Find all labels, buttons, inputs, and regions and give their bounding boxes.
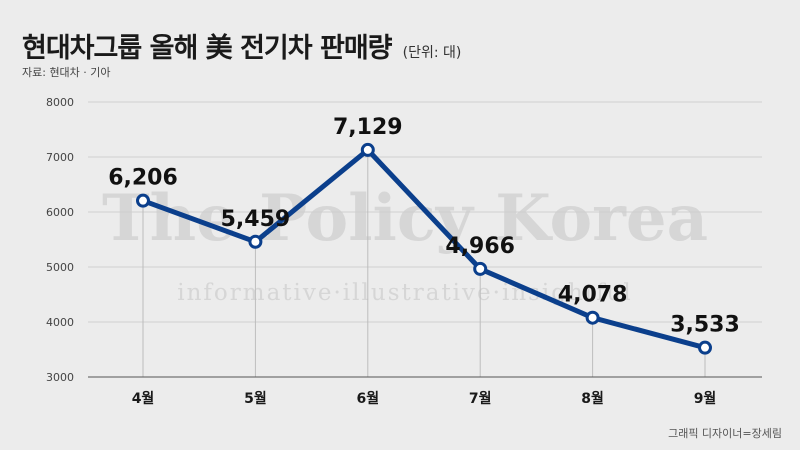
source-text: 자료: 현대차 · 기아 xyxy=(22,66,111,79)
data-point xyxy=(585,310,600,325)
unit-label: (단위: 대) xyxy=(402,45,462,61)
data-point xyxy=(360,142,375,157)
data-label: 3,533 xyxy=(670,313,740,338)
y-tick-label: 6000 xyxy=(46,206,74,219)
graphic-credit: 그래픽 디자이너=장세림 xyxy=(668,427,782,440)
data-label: 4,966 xyxy=(445,234,515,259)
data-label: 7,129 xyxy=(333,115,403,140)
data-point xyxy=(248,234,263,249)
x-tick-label: 4월 xyxy=(132,390,155,407)
data-labels: 6,206 5,459 7,129 4,966 4,078 3,533 xyxy=(108,115,740,338)
y-tick-label: 5000 xyxy=(46,261,74,274)
y-tick-label: 4000 xyxy=(46,316,74,329)
x-tick-label: 8월 xyxy=(581,390,604,407)
x-tick-label: 9월 xyxy=(694,390,717,407)
title-row: 현대차그룹 올해 美 전기차 판매량 (단위: 대) xyxy=(22,26,461,65)
watermark-main: The Policy Korea xyxy=(102,181,708,256)
series-line xyxy=(140,147,708,351)
y-tick-label: 7000 xyxy=(46,151,74,164)
data-label: 4,078 xyxy=(558,283,628,308)
watermark: The Policy Korea informative·illustrativ… xyxy=(102,181,708,306)
chart-title: 현대차그룹 올해 美 전기차 판매량 xyxy=(22,33,393,64)
data-points xyxy=(136,142,712,355)
y-tick-label: 3000 xyxy=(46,371,74,384)
y-tick-label: 8000 xyxy=(46,96,74,109)
data-point xyxy=(473,261,488,276)
data-point xyxy=(698,340,712,355)
data-point xyxy=(136,193,150,208)
x-tick-label: 7월 xyxy=(469,390,492,407)
y-tick-labels: 8000 7000 6000 5000 4000 3000 xyxy=(46,96,74,384)
x-tick-label: 5월 xyxy=(244,390,267,407)
x-tick-label: 6월 xyxy=(356,390,379,407)
drop-lines xyxy=(142,149,706,377)
x-tick-labels: 4월 5월 6월 7월 8월 9월 xyxy=(132,390,717,407)
data-label: 6,206 xyxy=(108,166,178,191)
data-label: 5,459 xyxy=(221,207,291,232)
